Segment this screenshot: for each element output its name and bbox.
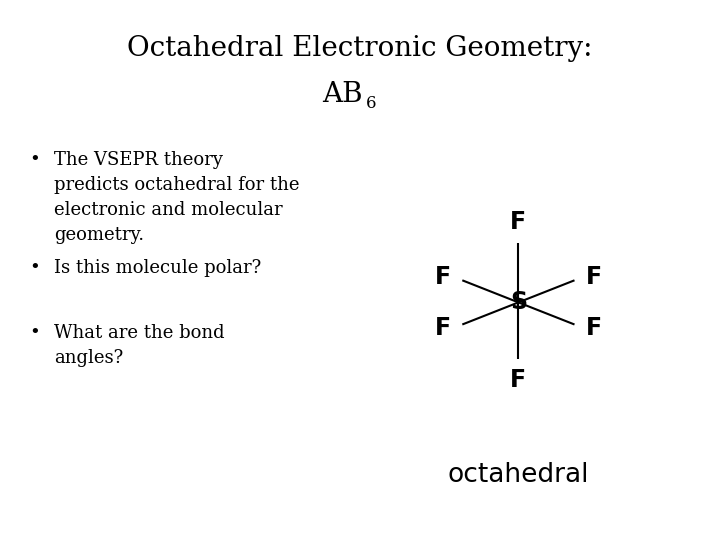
Text: •: •: [29, 259, 40, 277]
Text: The VSEPR theory
predicts octahedral for the
electronic and molecular
geometry.: The VSEPR theory predicts octahedral for…: [54, 151, 300, 244]
Text: Octahedral Electronic Geometry:: Octahedral Electronic Geometry:: [127, 35, 593, 62]
Text: •: •: [29, 324, 40, 342]
Text: AB: AB: [322, 81, 362, 108]
Text: F: F: [586, 315, 602, 340]
Text: •: •: [29, 151, 40, 169]
Text: What are the bond
angles?: What are the bond angles?: [54, 324, 225, 367]
Text: F: F: [435, 315, 451, 340]
Text: F: F: [586, 265, 602, 289]
Text: F: F: [435, 265, 451, 289]
Text: F: F: [510, 210, 526, 234]
Text: Is this molecule polar?: Is this molecule polar?: [54, 259, 261, 277]
Text: octahedral: octahedral: [448, 462, 589, 488]
Text: S: S: [510, 291, 527, 314]
Text: 6: 6: [366, 95, 376, 112]
Text: F: F: [510, 368, 526, 392]
